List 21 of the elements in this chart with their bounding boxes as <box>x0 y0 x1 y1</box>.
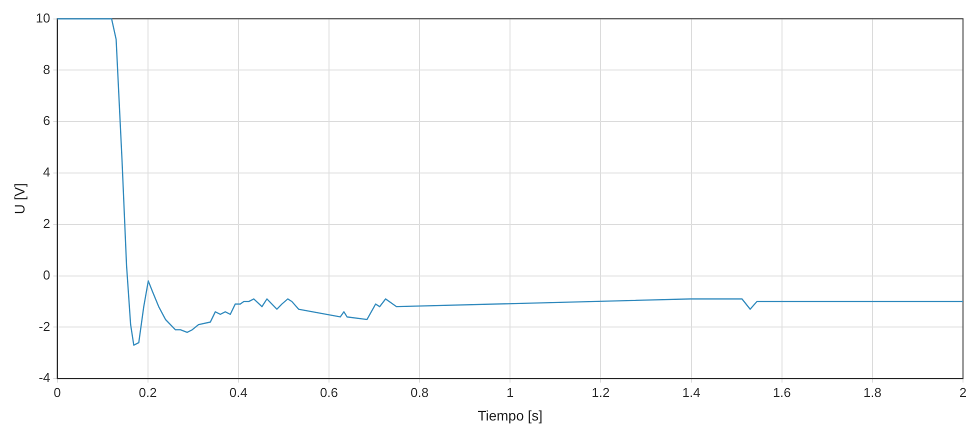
y-tick-label: 8 <box>43 62 50 77</box>
x-axis-title: Tiempo [s] <box>478 407 543 424</box>
y-tick-label: 2 <box>43 216 50 231</box>
x-tick-label: 1 <box>506 384 514 400</box>
y-tick-label: 6 <box>43 113 50 128</box>
x-tick-label: 1.6 <box>772 384 791 400</box>
x-tick-label: 2 <box>959 384 967 400</box>
x-tick-label: 0.4 <box>229 384 248 400</box>
y-tick-label: 10 <box>36 10 50 26</box>
x-tick-label: 0.8 <box>410 384 429 400</box>
x-tick-label: 1.4 <box>682 384 700 400</box>
y-tick-label: 4 <box>43 164 50 180</box>
x-tick-label: 1.2 <box>592 384 610 400</box>
x-tick-label: 0.2 <box>138 384 157 400</box>
y-tick-label: 0 <box>43 267 50 282</box>
y-tick-label: -4 <box>38 370 50 386</box>
y-tick-label: -2 <box>38 318 50 334</box>
x-tick-label: 1.8 <box>863 384 882 400</box>
x-tick-label: 0 <box>54 384 61 400</box>
y-axis-title: U [V] <box>11 183 28 214</box>
x-tick-label: 0.6 <box>320 384 338 400</box>
